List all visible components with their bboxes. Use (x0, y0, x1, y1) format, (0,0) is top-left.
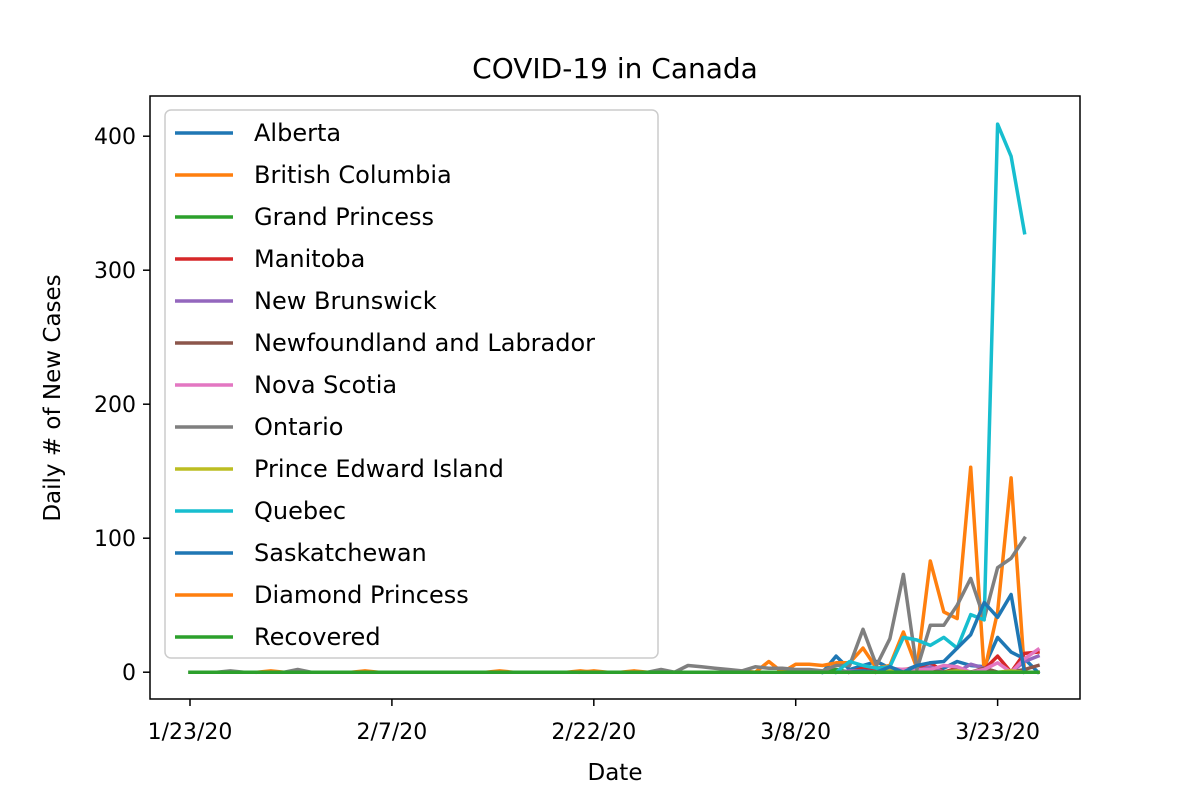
y-tick-label: 200 (94, 393, 136, 418)
y-tick-label: 300 (94, 259, 136, 284)
x-tick-label: 2/7/20 (356, 720, 427, 745)
series-line-quebec (833, 122, 1027, 675)
legend-label-new-brunswick: New Brunswick (254, 287, 437, 315)
x-tick-label: 2/22/20 (551, 720, 636, 745)
x-tick-label: 3/23/20 (955, 720, 1040, 745)
legend-label-manitoba: Manitoba (254, 245, 365, 273)
plot-frame (149, 95, 1081, 700)
y-tick-label: 400 (94, 125, 136, 150)
legend-label-recovered: Recovered (254, 623, 381, 651)
legend-label-quebec: Quebec (254, 497, 346, 525)
y-tick-label: 0 (122, 661, 136, 686)
legend-label-grand-princess: Grand Princess (254, 203, 434, 231)
y-axis: 0 100 200 300 400 (94, 125, 150, 686)
y-tick-label: 100 (94, 527, 136, 552)
legend-label-nova-scotia: Nova Scotia (254, 371, 397, 399)
x-axis-title: Date (588, 760, 643, 786)
legend-label-newfoundland-and-labrador: Newfoundland and Labrador (254, 329, 595, 357)
series-layer (188, 122, 1041, 675)
legend-label-diamond-princess: Diamond Princess (254, 581, 469, 609)
legend-label-alberta: Alberta (254, 119, 341, 147)
legend-label-ontario: Ontario (254, 413, 343, 441)
y-axis-title: Daily # of New Cases (40, 274, 66, 521)
chart-title: COVID-19 in Canada (472, 52, 758, 85)
legend: Alberta British Columbia Grand Princess Man… (164, 109, 659, 659)
legend-label-british-columbia: British Columbia (254, 161, 452, 189)
legend-box (164, 109, 659, 659)
x-tick-label: 3/8/20 (760, 720, 831, 745)
x-tick-label: 1/23/20 (148, 720, 233, 745)
legend-label-saskatchewan: Saskatchewan (254, 539, 427, 567)
x-axis: 1/23/20 2/7/20 2/22/20 3/8/20 3/23/20 (148, 699, 1040, 745)
legend-label-prince-edward-island: Prince Edward Island (254, 455, 504, 483)
